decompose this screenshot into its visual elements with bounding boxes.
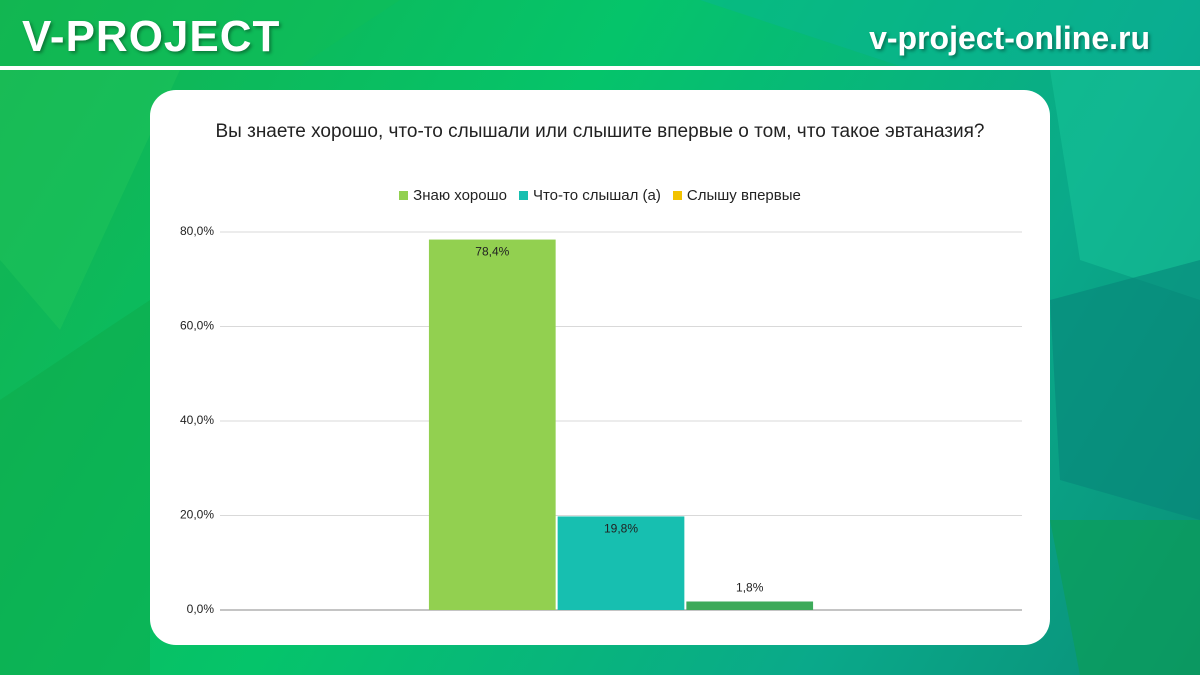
chart-card: 0,0% 20,0% 40,0% 60,0% 80,0% 78,4% 19,8% 1,8% В… <box>150 90 1050 645</box>
bar <box>686 601 814 610</box>
brand-site[interactable]: v-project-online.ru <box>869 20 1150 56</box>
legend-swatch <box>518 191 528 200</box>
y-tick-label: 0,0% <box>187 602 215 616</box>
legend-swatch <box>399 191 409 200</box>
y-tick-label: 40,0% <box>180 413 214 427</box>
data-label: 19,8% <box>604 522 638 536</box>
data-label: 78,4% <box>475 245 509 259</box>
legend-label: Знаю хорошо <box>413 187 507 204</box>
brand-logo[interactable]: V-PROJECT <box>22 12 281 61</box>
y-tick-label: 60,0% <box>180 319 214 333</box>
legend-item: Что-то слышал (а) <box>518 187 661 204</box>
legend-swatch <box>672 191 682 200</box>
legend-item: Слышу впервые <box>672 187 801 204</box>
chart: 0,0% 20,0% 40,0% 60,0% 80,0% 78,4% 19,8% 1,8% <box>180 224 1022 616</box>
legend-label: Что-то слышал (а) <box>532 187 661 204</box>
data-label: 1,8% <box>736 581 764 595</box>
legend-label: Слышу впервые <box>686 187 801 204</box>
y-tick-label: 20,0% <box>180 508 214 522</box>
bar <box>557 516 685 610</box>
legend: Знаю хорошо Что-то слышал (а) Слышу впервы… <box>150 187 1050 204</box>
header-rule <box>0 66 1200 70</box>
bar <box>428 239 556 610</box>
y-tick-label: 80,0% <box>180 224 214 238</box>
chart-title: Вы знаете хорошо, что-то слышали или слы… <box>215 121 985 142</box>
legend-item: Знаю хорошо <box>399 187 507 204</box>
